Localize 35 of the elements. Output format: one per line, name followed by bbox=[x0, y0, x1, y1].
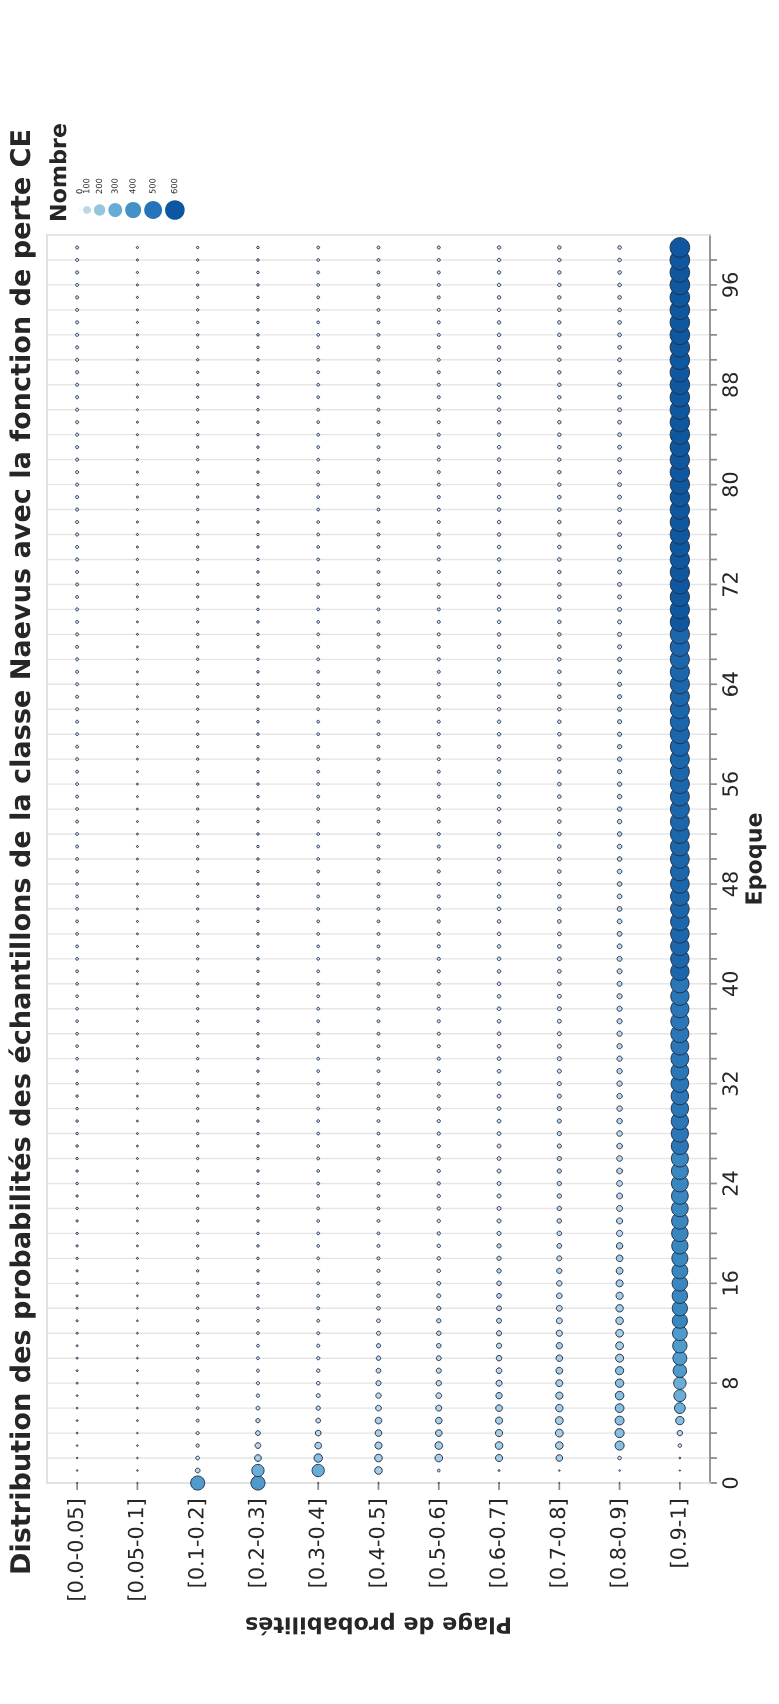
y-tick-label: 88 bbox=[722, 372, 738, 397]
x-tick-label: [0.6-0.7] bbox=[488, 1500, 508, 1587]
legend-title: Nombre bbox=[49, 124, 67, 220]
y-tick-label: 40 bbox=[722, 971, 738, 997]
x-tick-label: [0.4-0.5] bbox=[368, 1500, 387, 1587]
y-tick-label: 72 bbox=[722, 573, 738, 596]
legend-label: 200 bbox=[95, 178, 103, 194]
text: Distribution des probabilités des échantillons de la classe Naevus avec la fonction de perte CE bbox=[8, 130, 36, 1573]
y-tick-label: 96 bbox=[722, 272, 738, 297]
y-tick-label: 64 bbox=[722, 672, 738, 697]
y-tick-label: 80 bbox=[722, 472, 738, 497]
x-tick-label: [0.7-0.8] bbox=[549, 1500, 568, 1587]
y-tick-label: 32 bbox=[722, 1072, 738, 1096]
legend-label: 0 bbox=[76, 189, 83, 194]
legend-label: 300 bbox=[111, 178, 118, 194]
legend-label: 400 bbox=[129, 178, 136, 194]
x-tick-label: [0.1-0.2] bbox=[187, 1500, 207, 1587]
legend-label: 100 bbox=[83, 178, 90, 194]
x-tick-label: [0.8-0.9] bbox=[609, 1500, 629, 1587]
x-tick-label: [0.3-0.4] bbox=[308, 1500, 327, 1587]
x-tick-label: [0.05-0.1] bbox=[127, 1500, 146, 1600]
y-tick-label: 24 bbox=[722, 1171, 738, 1196]
y-axis-title: Epoque bbox=[745, 813, 767, 904]
legend-label: 600 bbox=[171, 178, 178, 194]
x-tick-label: [0.5-0.6] bbox=[428, 1500, 448, 1587]
y-tick-label: 56 bbox=[722, 772, 738, 796]
y-tick-label: 8 bbox=[722, 1377, 738, 1389]
x-axis-title: Plage de probabilités bbox=[246, 1612, 510, 1636]
y-tick-label: 48 bbox=[722, 872, 738, 897]
x-tick-label: [0.9-1] bbox=[669, 1500, 689, 1567]
x-tick-label: [0.2-0.3] bbox=[247, 1500, 267, 1587]
y-tick-label: 0 bbox=[722, 1477, 738, 1489]
y-tick-label: 16 bbox=[722, 1271, 738, 1295]
x-tick-label: [0.0-0.05] bbox=[67, 1500, 86, 1600]
legend-label: 500 bbox=[149, 178, 156, 194]
